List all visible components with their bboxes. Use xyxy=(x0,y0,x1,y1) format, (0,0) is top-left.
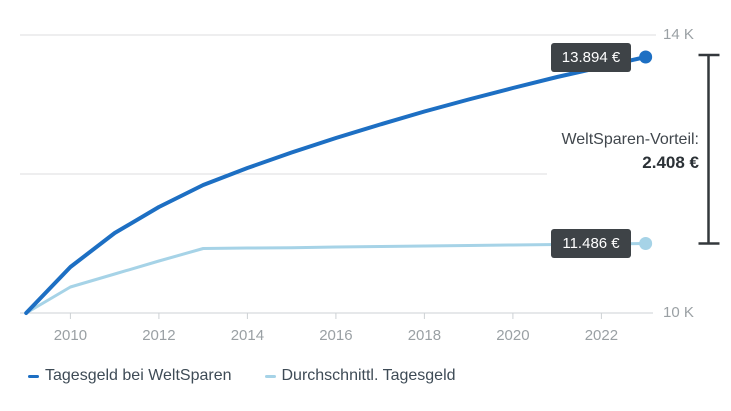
legend-marker-average-icon xyxy=(264,374,276,378)
value-badge-average: 11.486 € xyxy=(551,228,631,258)
legend-label-average: Durchschnittl. Tagesgeld xyxy=(281,367,456,384)
x-axis-label-2012: 2012 xyxy=(142,327,176,344)
advantage-bracket xyxy=(698,53,720,245)
legend-marker-weltsparen-icon xyxy=(28,374,39,378)
series-end-dot-average[interactable] xyxy=(639,236,653,250)
series-line-average[interactable] xyxy=(24,242,648,315)
series-end-dot-weltsparen[interactable] xyxy=(639,50,653,64)
x-axis-label-2022: 2022 xyxy=(584,327,619,344)
legend: Tagesgeld bei WeltSparen Durchschnittl. … xyxy=(28,367,456,385)
x-axis-label-2014: 2014 xyxy=(230,327,265,344)
series-line-weltsparen[interactable] xyxy=(24,55,648,315)
legend-item-average[interactable]: Durchschnittl. Tagesgeld xyxy=(264,367,456,385)
advantage-label: WeltSparen-Vorteil: xyxy=(561,131,699,148)
legend-item-weltsparen[interactable]: Tagesgeld bei WeltSparen xyxy=(28,367,232,385)
x-axis-label-2018: 2018 xyxy=(407,327,442,344)
x-axis-label-2020: 2020 xyxy=(496,327,530,344)
legend-label-weltsparen: Tagesgeld bei WeltSparen xyxy=(45,367,232,384)
y-axis-label-14k: 14 K xyxy=(663,26,694,43)
x-axis-label-2016: 2016 xyxy=(319,327,353,344)
advantage-annotation: WeltSparen-Vorteil: 2.408 € xyxy=(561,130,699,174)
y-axis-label-10k: 10 K xyxy=(663,304,694,321)
x-axis-label-2010: 2010 xyxy=(53,327,88,344)
advantage-value: 2.408 € xyxy=(642,153,699,172)
value-badge-weltsparen: 13.894 € xyxy=(551,42,631,72)
